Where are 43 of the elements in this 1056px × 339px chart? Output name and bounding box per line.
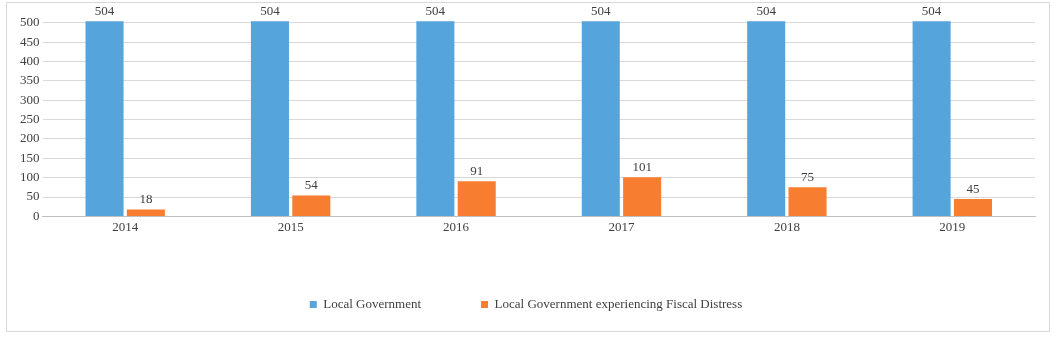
data-label: 101 bbox=[632, 159, 652, 175]
data-label: 504 bbox=[756, 3, 777, 19]
x-tick-label: 2016 bbox=[443, 218, 470, 234]
bar bbox=[747, 21, 786, 216]
bar bbox=[250, 21, 289, 216]
bar bbox=[457, 181, 496, 216]
bar bbox=[581, 21, 620, 216]
data-label: 75 bbox=[801, 169, 815, 185]
data-label: 504 bbox=[425, 3, 446, 19]
bar bbox=[416, 21, 455, 216]
bar bbox=[788, 187, 827, 216]
bar bbox=[912, 21, 951, 216]
y-tick-label: 400 bbox=[20, 53, 40, 68]
y-tick-label: 0 bbox=[33, 207, 40, 223]
legend-label: Local Government bbox=[323, 295, 422, 311]
bar bbox=[292, 195, 331, 216]
y-tick-label: 50 bbox=[26, 188, 40, 204]
data-label: 91 bbox=[470, 163, 484, 179]
bar bbox=[85, 21, 124, 216]
data-label: 45 bbox=[966, 180, 980, 196]
y-tick-label: 200 bbox=[20, 130, 40, 146]
data-label: 504 bbox=[921, 3, 942, 19]
x-tick-label: 2014 bbox=[112, 218, 139, 234]
x-tick-label: 2015 bbox=[277, 218, 304, 234]
y-tick-label: 300 bbox=[20, 91, 40, 107]
y-tick-label: 500 bbox=[20, 14, 40, 30]
x-tick-label: 2019 bbox=[939, 218, 966, 234]
bar bbox=[623, 177, 662, 216]
x-tick-label: 2017 bbox=[608, 218, 635, 234]
y-tick-label: 150 bbox=[20, 149, 40, 165]
bar bbox=[126, 209, 165, 216]
legend-label: Local Government experiencing Fiscal Distress bbox=[494, 295, 743, 311]
bar bbox=[953, 198, 992, 216]
y-tick-label: 350 bbox=[20, 72, 40, 88]
data-label: 18 bbox=[139, 191, 153, 207]
data-label: 54 bbox=[304, 177, 319, 193]
y-tick-label: 100 bbox=[20, 169, 40, 185]
data-label: 504 bbox=[591, 3, 612, 19]
data-label: 504 bbox=[94, 3, 115, 19]
data-label: 504 bbox=[260, 3, 281, 19]
y-tick-label: 450 bbox=[20, 33, 40, 49]
x-tick-label: 2018 bbox=[773, 218, 800, 234]
y-tick-label: 250 bbox=[20, 111, 40, 127]
